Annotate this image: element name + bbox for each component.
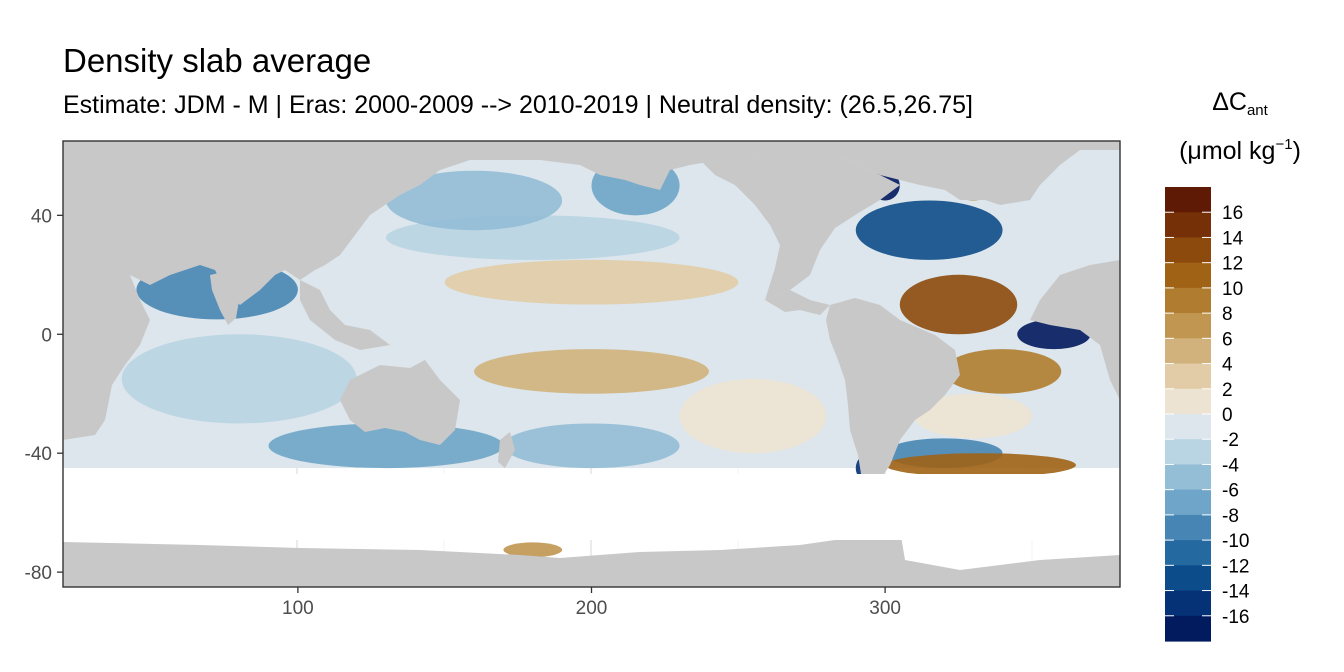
land-greenland [940,141,1040,180]
legend-title-subscript: ant [1246,102,1268,119]
legend-color-step [1165,363,1211,390]
legend-label: 14 [1222,228,1244,249]
legend-color-step [1165,388,1211,415]
land-indian-subcontinent [210,270,240,325]
anomaly-region [268,423,504,469]
legend-color-step [1165,439,1211,466]
anomaly-region [885,453,1076,477]
land-eurasia [63,141,1120,305]
legend-label: 16 [1222,203,1243,224]
legend-title: ΔCant [1170,88,1310,119]
anomaly-region [121,334,357,424]
land-australia [340,360,460,445]
legend-label: -12 [1222,556,1249,577]
anomaly-region [855,200,1003,260]
legend-label: -10 [1222,531,1249,552]
anomaly-region [943,349,1062,394]
legend-label: -16 [1222,607,1249,628]
legend-label: -6 [1222,481,1239,502]
anomaly-region [385,170,563,231]
legend-label: 2 [1222,380,1233,401]
land-south-america [826,298,960,492]
land-north-america [700,158,900,300]
legend-color-step [1165,212,1211,239]
ice-coverage [63,474,1120,540]
legend-unit-suffix: ) [1292,137,1301,165]
land-southeast-asia [300,280,390,350]
legend-color-step [1165,187,1211,213]
legend-label: 4 [1222,355,1233,376]
anomaly-region [503,542,563,558]
anomaly-region [899,274,1018,335]
land-antarctica [63,525,1120,587]
no-data-southern-ocean [63,474,1120,540]
y-tick-label: 40 [31,206,52,227]
y-tick-label: -80 [25,563,52,584]
legend-unit-prefix: (μmol kg [1179,137,1276,165]
x-tick-label: 100 [282,598,314,619]
legend-color-step [1165,565,1211,592]
legend-label: -14 [1222,582,1250,603]
legend-title-symbol: ΔC [1212,88,1247,116]
legend-color-step [1165,540,1211,566]
legend-unit: (μmol kg−1) [1150,136,1330,166]
legend-color-step [1165,313,1211,339]
legend-color-step [1165,237,1211,264]
legend-label: -8 [1222,506,1239,527]
legend: 16 14 12 10 8 6 4 2 0 -2 -4 -6 -8 -10 -12 -14 -16 [1165,187,1250,642]
legend-label: -2 [1222,430,1239,451]
legend-label: 6 [1222,329,1233,350]
x-tick-label: 300 [869,598,901,619]
land-new-zealand [498,432,515,468]
anomaly-region [444,259,739,305]
anomaly-region [474,349,709,394]
land-africa-east [1030,260,1120,400]
legend-color-step [1165,590,1211,617]
land-masses [63,141,1120,587]
chart-subtitle: Estimate: JDM - M | Eras: 2000-2009 --> … [63,91,973,119]
x-tick-label: 200 [576,598,608,619]
legend-label: 12 [1222,254,1243,275]
legend-color-step [1165,615,1211,642]
anomaly-region [679,378,827,454]
anomaly-region [914,393,1032,439]
chart-title: Density slab average [63,42,372,79]
legend-color-step [1165,338,1211,365]
legend-unit-superscript: −1 [1275,136,1293,153]
anomaly-region [503,423,680,469]
y-tick-label: -40 [25,444,52,465]
legend-label: 0 [1222,405,1233,426]
legend-color-step [1165,262,1211,289]
legend-color-step [1165,489,1211,516]
land-central-america [765,290,830,315]
land-africa [63,250,150,440]
legend-label: -4 [1222,455,1239,476]
legend-label: 8 [1222,304,1233,325]
legend-color-step [1165,414,1211,440]
legend-color-step [1165,464,1211,491]
y-tick-label: 0 [41,325,52,346]
legend-color-step [1165,287,1211,314]
legend-label: 10 [1222,279,1243,300]
legend-color-step [1165,514,1211,541]
